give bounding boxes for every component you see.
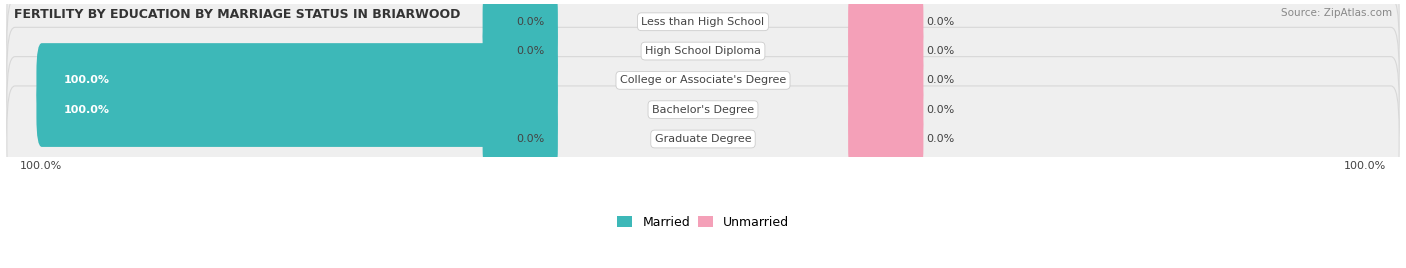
FancyBboxPatch shape [848,0,924,59]
FancyBboxPatch shape [7,0,1399,75]
Text: 100.0%: 100.0% [63,75,110,85]
Text: 0.0%: 0.0% [927,46,955,56]
Text: 0.0%: 0.0% [927,134,955,144]
FancyBboxPatch shape [848,102,924,176]
Text: Bachelor's Degree: Bachelor's Degree [652,105,754,115]
Text: College or Associate's Degree: College or Associate's Degree [620,75,786,85]
FancyBboxPatch shape [7,57,1399,163]
FancyBboxPatch shape [482,14,558,88]
FancyBboxPatch shape [7,27,1399,133]
Legend: Married, Unmarried: Married, Unmarried [612,211,794,234]
FancyBboxPatch shape [7,0,1399,104]
FancyBboxPatch shape [37,43,558,118]
FancyBboxPatch shape [482,0,558,59]
Text: 100.0%: 100.0% [63,105,110,115]
Text: 100.0%: 100.0% [1344,161,1386,171]
FancyBboxPatch shape [482,102,558,176]
FancyBboxPatch shape [848,43,924,118]
Text: 0.0%: 0.0% [516,46,544,56]
Text: 100.0%: 100.0% [20,161,62,171]
FancyBboxPatch shape [7,86,1399,192]
FancyBboxPatch shape [37,72,558,147]
Text: Less than High School: Less than High School [641,17,765,27]
Text: Source: ZipAtlas.com: Source: ZipAtlas.com [1281,8,1392,18]
Text: 0.0%: 0.0% [927,17,955,27]
Text: 0.0%: 0.0% [516,134,544,144]
FancyBboxPatch shape [848,14,924,88]
Text: 0.0%: 0.0% [927,75,955,85]
FancyBboxPatch shape [848,72,924,147]
Text: 0.0%: 0.0% [927,105,955,115]
Text: 0.0%: 0.0% [516,17,544,27]
Text: FERTILITY BY EDUCATION BY MARRIAGE STATUS IN BRIARWOOD: FERTILITY BY EDUCATION BY MARRIAGE STATU… [14,8,460,21]
Text: Graduate Degree: Graduate Degree [655,134,751,144]
Text: High School Diploma: High School Diploma [645,46,761,56]
